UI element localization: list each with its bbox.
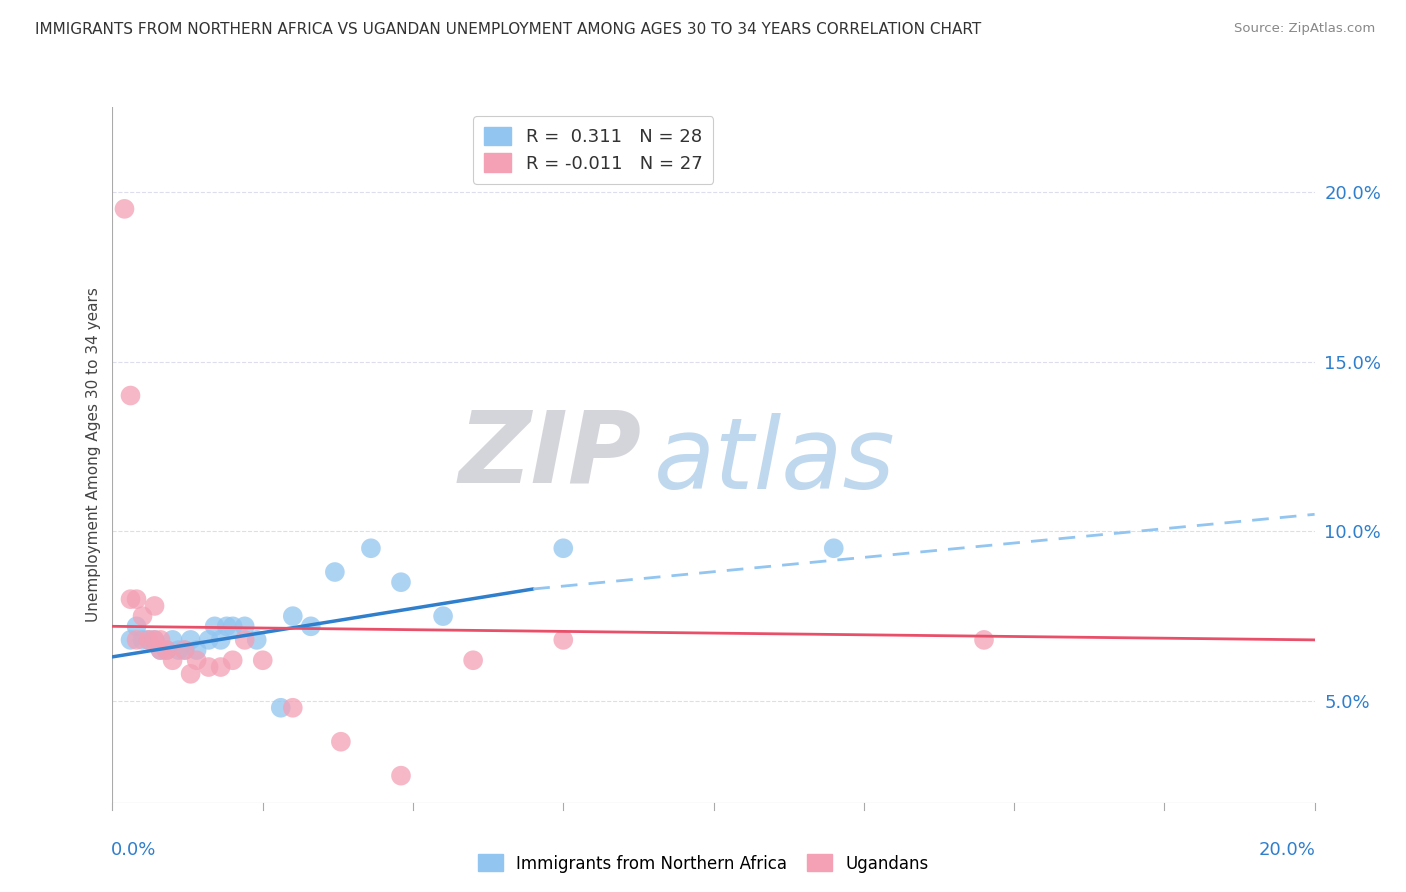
Text: 0.0%: 0.0% xyxy=(111,841,156,859)
Point xyxy=(120,592,142,607)
Point xyxy=(125,619,148,633)
Point xyxy=(167,643,190,657)
Point xyxy=(281,609,304,624)
Point xyxy=(131,632,153,647)
Point xyxy=(138,632,160,647)
Point xyxy=(197,632,219,647)
Point xyxy=(173,643,195,657)
Point xyxy=(329,735,352,749)
Point xyxy=(270,700,292,714)
Point xyxy=(155,643,177,657)
Point xyxy=(222,619,245,633)
Text: 20.0%: 20.0% xyxy=(1258,841,1316,859)
Point xyxy=(553,541,575,556)
Point xyxy=(138,632,160,647)
Point xyxy=(180,666,202,681)
Legend: R =  0.311   N = 28, R = -0.011   N = 27: R = 0.311 N = 28, R = -0.011 N = 27 xyxy=(474,116,713,184)
Legend: Immigrants from Northern Africa, Ugandans: Immigrants from Northern Africa, Ugandan… xyxy=(471,847,935,880)
Point xyxy=(299,619,322,633)
Point xyxy=(120,388,142,402)
Text: atlas: atlas xyxy=(654,413,896,510)
Point xyxy=(233,619,256,633)
Point xyxy=(215,619,238,633)
Point xyxy=(823,541,845,556)
Point xyxy=(162,632,184,647)
Point xyxy=(553,632,575,647)
Point xyxy=(281,700,304,714)
Point xyxy=(389,575,412,590)
Point xyxy=(186,643,208,657)
Point xyxy=(209,660,232,674)
Point xyxy=(252,653,274,667)
Text: Source: ZipAtlas.com: Source: ZipAtlas.com xyxy=(1234,22,1375,36)
Point xyxy=(149,632,172,647)
Text: IMMIGRANTS FROM NORTHERN AFRICA VS UGANDAN UNEMPLOYMENT AMONG AGES 30 TO 34 YEAR: IMMIGRANTS FROM NORTHERN AFRICA VS UGAND… xyxy=(35,22,981,37)
Point xyxy=(143,632,166,647)
Point xyxy=(125,632,148,647)
Point xyxy=(323,565,346,579)
Text: ZIP: ZIP xyxy=(458,407,641,503)
Point xyxy=(114,202,136,216)
Point xyxy=(149,643,172,657)
Point xyxy=(173,643,195,657)
Point xyxy=(222,653,245,667)
Point xyxy=(973,632,995,647)
Point xyxy=(204,619,226,633)
Point xyxy=(125,592,148,607)
Y-axis label: Unemployment Among Ages 30 to 34 years: Unemployment Among Ages 30 to 34 years xyxy=(86,287,101,623)
Point xyxy=(233,632,256,647)
Point xyxy=(197,660,219,674)
Point xyxy=(389,769,412,783)
Point xyxy=(155,643,177,657)
Point xyxy=(186,653,208,667)
Point xyxy=(246,632,269,647)
Point xyxy=(143,599,166,613)
Point xyxy=(360,541,382,556)
Point xyxy=(149,643,172,657)
Point xyxy=(180,632,202,647)
Point xyxy=(162,653,184,667)
Point xyxy=(131,609,153,624)
Point xyxy=(432,609,454,624)
Point xyxy=(461,653,484,667)
Point xyxy=(143,632,166,647)
Point xyxy=(120,632,142,647)
Point xyxy=(209,632,232,647)
